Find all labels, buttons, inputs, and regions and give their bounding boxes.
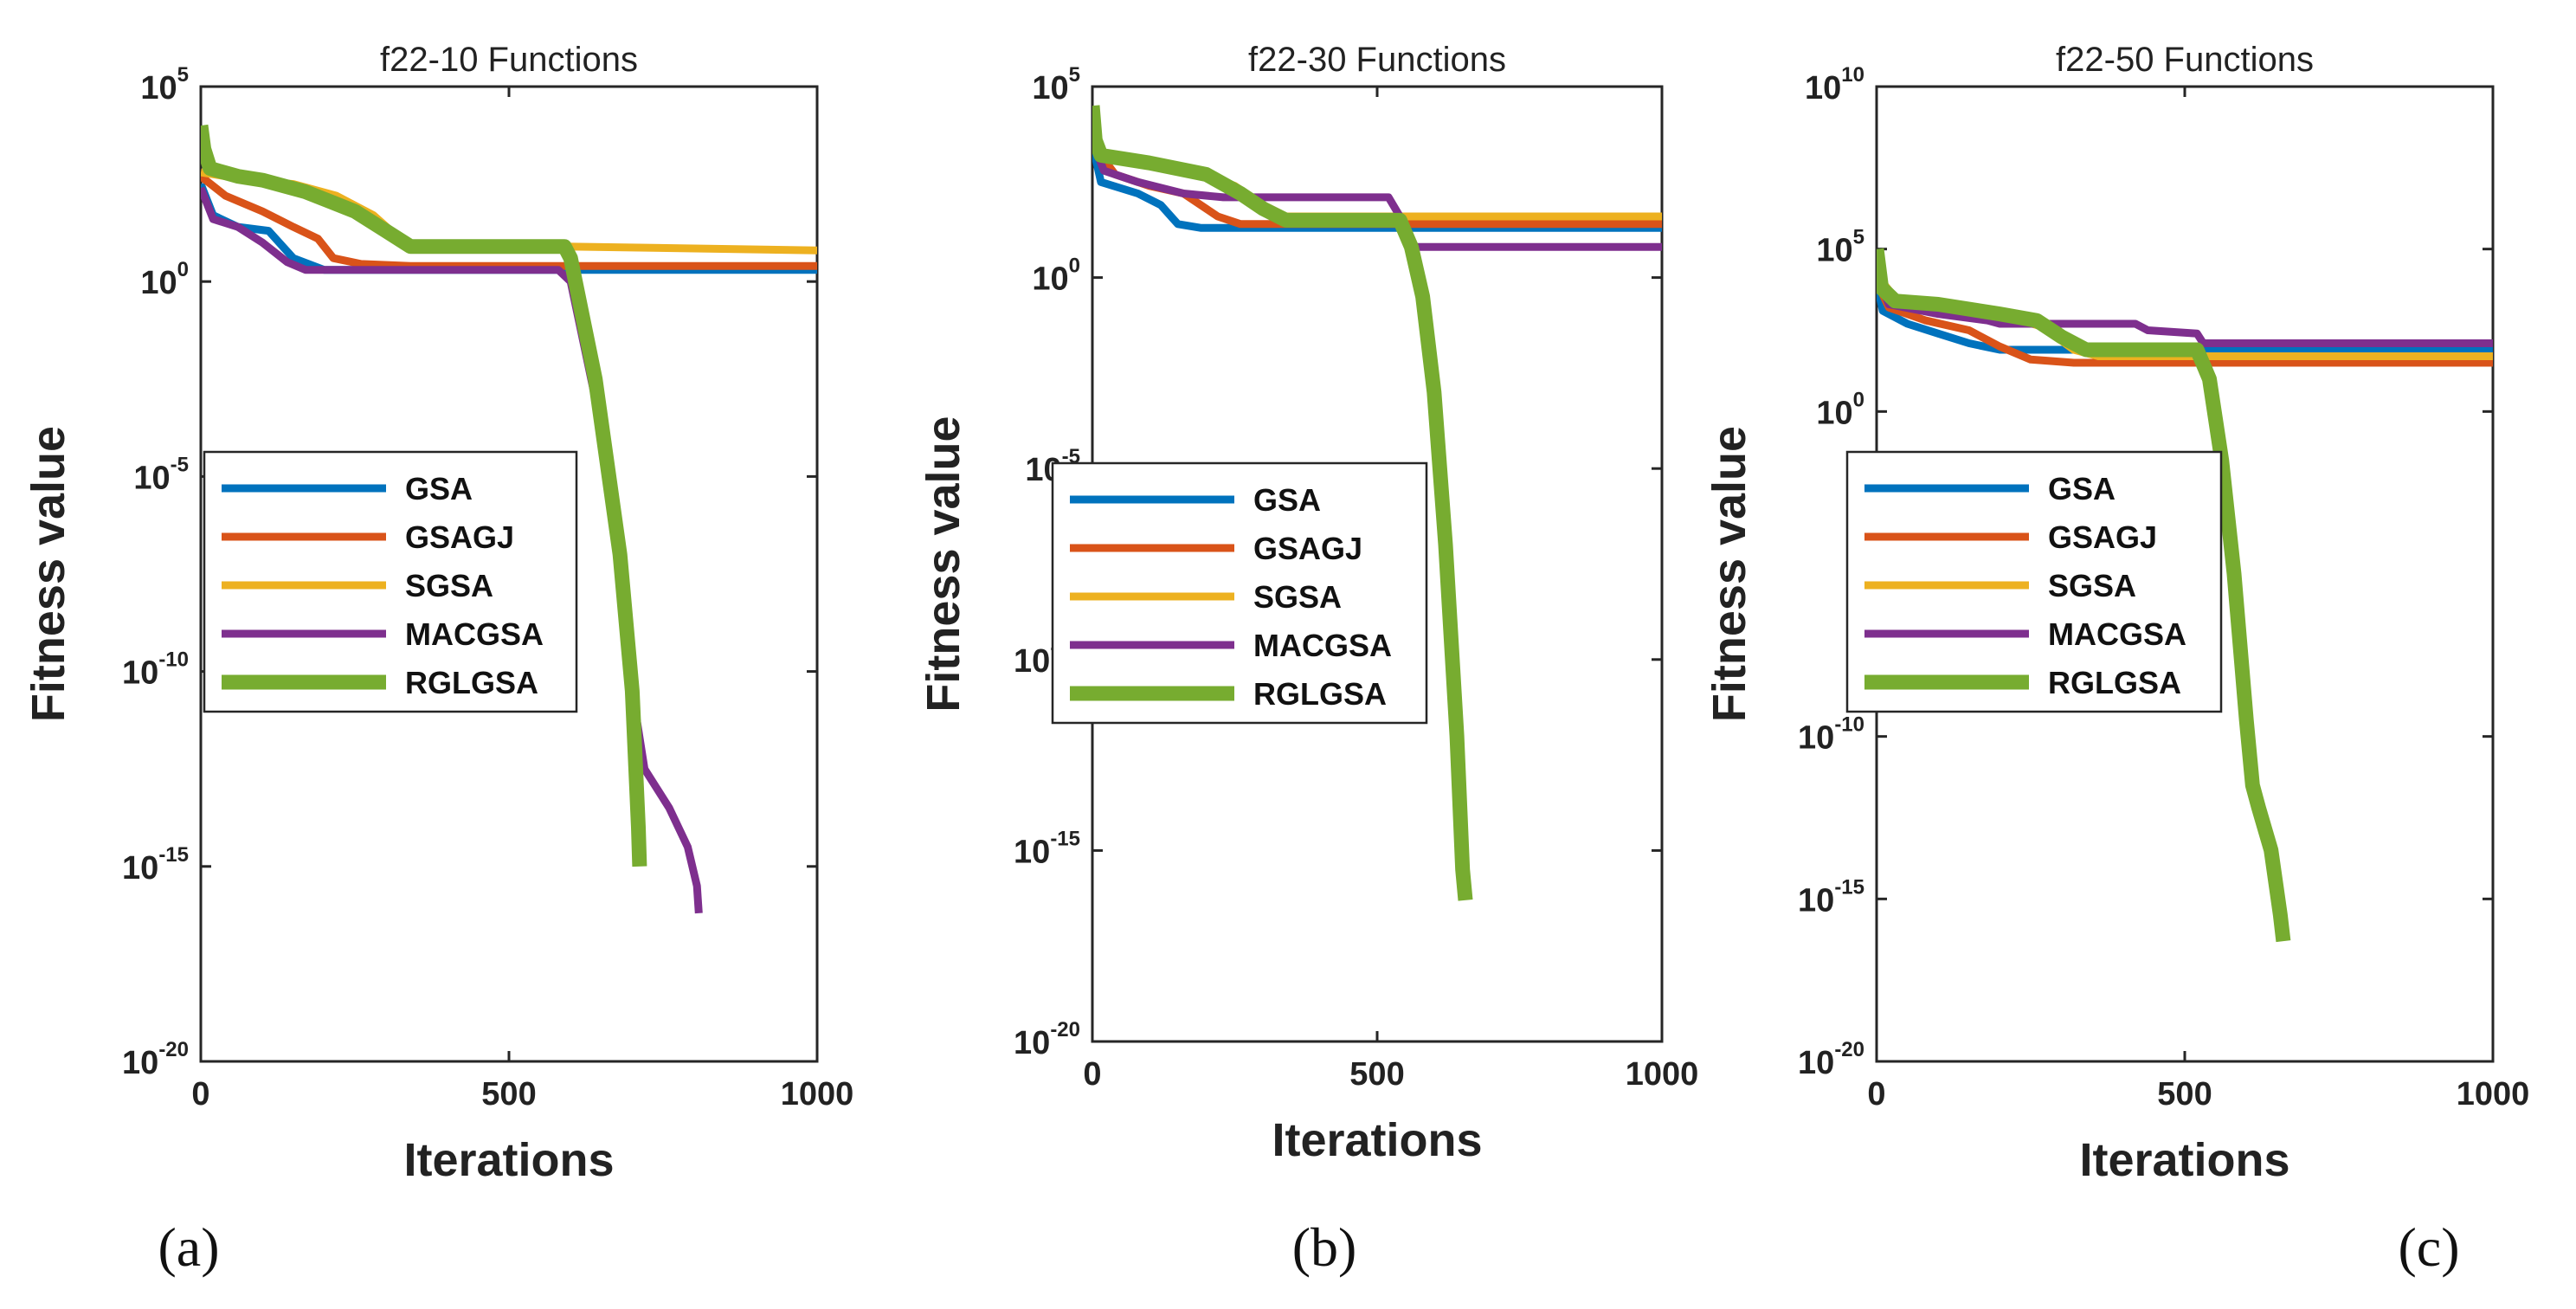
chart-panel-3: f22-50 Functions 0 500 1000 10-20 10-15 10-10 1…: [1703, 41, 2529, 1186]
legend-label-gsagj: GSAGJ: [405, 519, 514, 555]
y-axis-label: Fitness value: [23, 426, 74, 722]
chart-title: f22-50 Functions: [2056, 41, 2314, 79]
x-tick-label: 0: [1083, 1056, 1101, 1093]
y-tick-label: 10-5: [133, 453, 189, 496]
y-tick-label: 10-20: [1798, 1038, 1864, 1081]
chart-title: f22-10 Functions: [380, 41, 638, 79]
legend-label-rglgsa: RGLGSA: [405, 665, 538, 700]
legend: GSA GSAGJ SGSA MACGSA RGLGSA: [203, 450, 578, 713]
legend: GSA GSAGJ SGSA MACGSA RGLGSA: [1845, 450, 2223, 713]
x-tick-label: 1000: [781, 1076, 854, 1112]
y-tick-label: 105: [1032, 63, 1080, 106]
chart-panel-1: f22-10 Functions 0 500 1000 10-20 10-15 10-10 1…: [23, 41, 853, 1186]
y-tick-label: 10-15: [122, 843, 189, 887]
legend-label-gsa: GSA: [2048, 471, 2116, 506]
y-tick-label: 100: [140, 258, 189, 301]
legend-label-macgsa: MACGSA: [405, 616, 544, 652]
x-tick-label: 500: [2157, 1076, 2212, 1112]
y-axis-label: Fitness value: [1703, 426, 1755, 722]
panel-label: (b): [1292, 1216, 1357, 1278]
y-axis-label: Fitness value: [918, 416, 969, 712]
y-tick-label: 10-15: [1798, 875, 1864, 919]
legend-label-sgsa: SGSA: [2048, 568, 2136, 603]
chart-panel-2: f22-30 Functions0500100010-2010-1510-101…: [918, 41, 1698, 1166]
y-tick-label: 1010: [1805, 63, 1864, 106]
y-tick-label: 100: [1032, 255, 1080, 298]
y-tick-label: 10-20: [122, 1038, 189, 1081]
x-axis-label: Iterations: [2079, 1134, 2289, 1186]
legend-label-gsagj: GSAGJ: [1253, 531, 1362, 566]
x-axis-label: Iterations: [1272, 1114, 1482, 1166]
x-axis-label: Iterations: [403, 1134, 614, 1186]
y-tick-label: 10-10: [122, 648, 189, 692]
legend-label-rglgsa: RGLGSA: [1253, 676, 1387, 712]
x-tick-label: 1000: [2457, 1076, 2530, 1112]
legend: GSA GSAGJ SGSA MACGSA RGLGSA: [1051, 461, 1428, 725]
y-tick-label: 10-20: [1014, 1018, 1080, 1061]
legend-label-rglgsa: RGLGSA: [2048, 665, 2181, 700]
series-line-gsagj: [201, 173, 817, 270]
series-group: [1092, 105, 1662, 901]
x-tick-label: 500: [481, 1076, 536, 1112]
legend-label-sgsa: SGSA: [405, 568, 493, 603]
legend-box: [203, 450, 578, 713]
chart-title: f22-30 Functions: [1248, 41, 1506, 79]
y-tick-label: 105: [1816, 226, 1864, 269]
legend-label-gsa: GSA: [405, 471, 473, 506]
y-tick-label: 105: [140, 63, 189, 106]
series-group: [1877, 248, 2493, 943]
x-tick-label: 0: [191, 1076, 209, 1112]
series-line-rglgsa: [1092, 105, 1473, 901]
y-tick-label: 10-10: [1798, 713, 1864, 757]
x-tick-label: 1000: [1626, 1056, 1699, 1093]
y-tick-label: 100: [1816, 388, 1864, 431]
series-group: [201, 124, 817, 914]
x-tick-label: 0: [1867, 1076, 1885, 1112]
panel-label: (c): [2398, 1216, 2459, 1278]
legend-label-sgsa: SGSA: [1253, 579, 1342, 615]
x-tick-label: 500: [1349, 1056, 1404, 1093]
legend-label-gsa: GSA: [1253, 482, 1321, 518]
legend-label-macgsa: MACGSA: [1253, 628, 1392, 663]
series-line-rglgsa: [201, 124, 647, 867]
series-line-gsagj: [1877, 280, 2493, 367]
y-tick-label: 10-15: [1014, 827, 1080, 870]
legend-label-macgsa: MACGSA: [2048, 616, 2186, 652]
panel-label: (a): [158, 1216, 219, 1278]
series-line-rglgsa: [1877, 248, 2291, 943]
legend-label-gsagj: GSAGJ: [2048, 519, 2157, 555]
